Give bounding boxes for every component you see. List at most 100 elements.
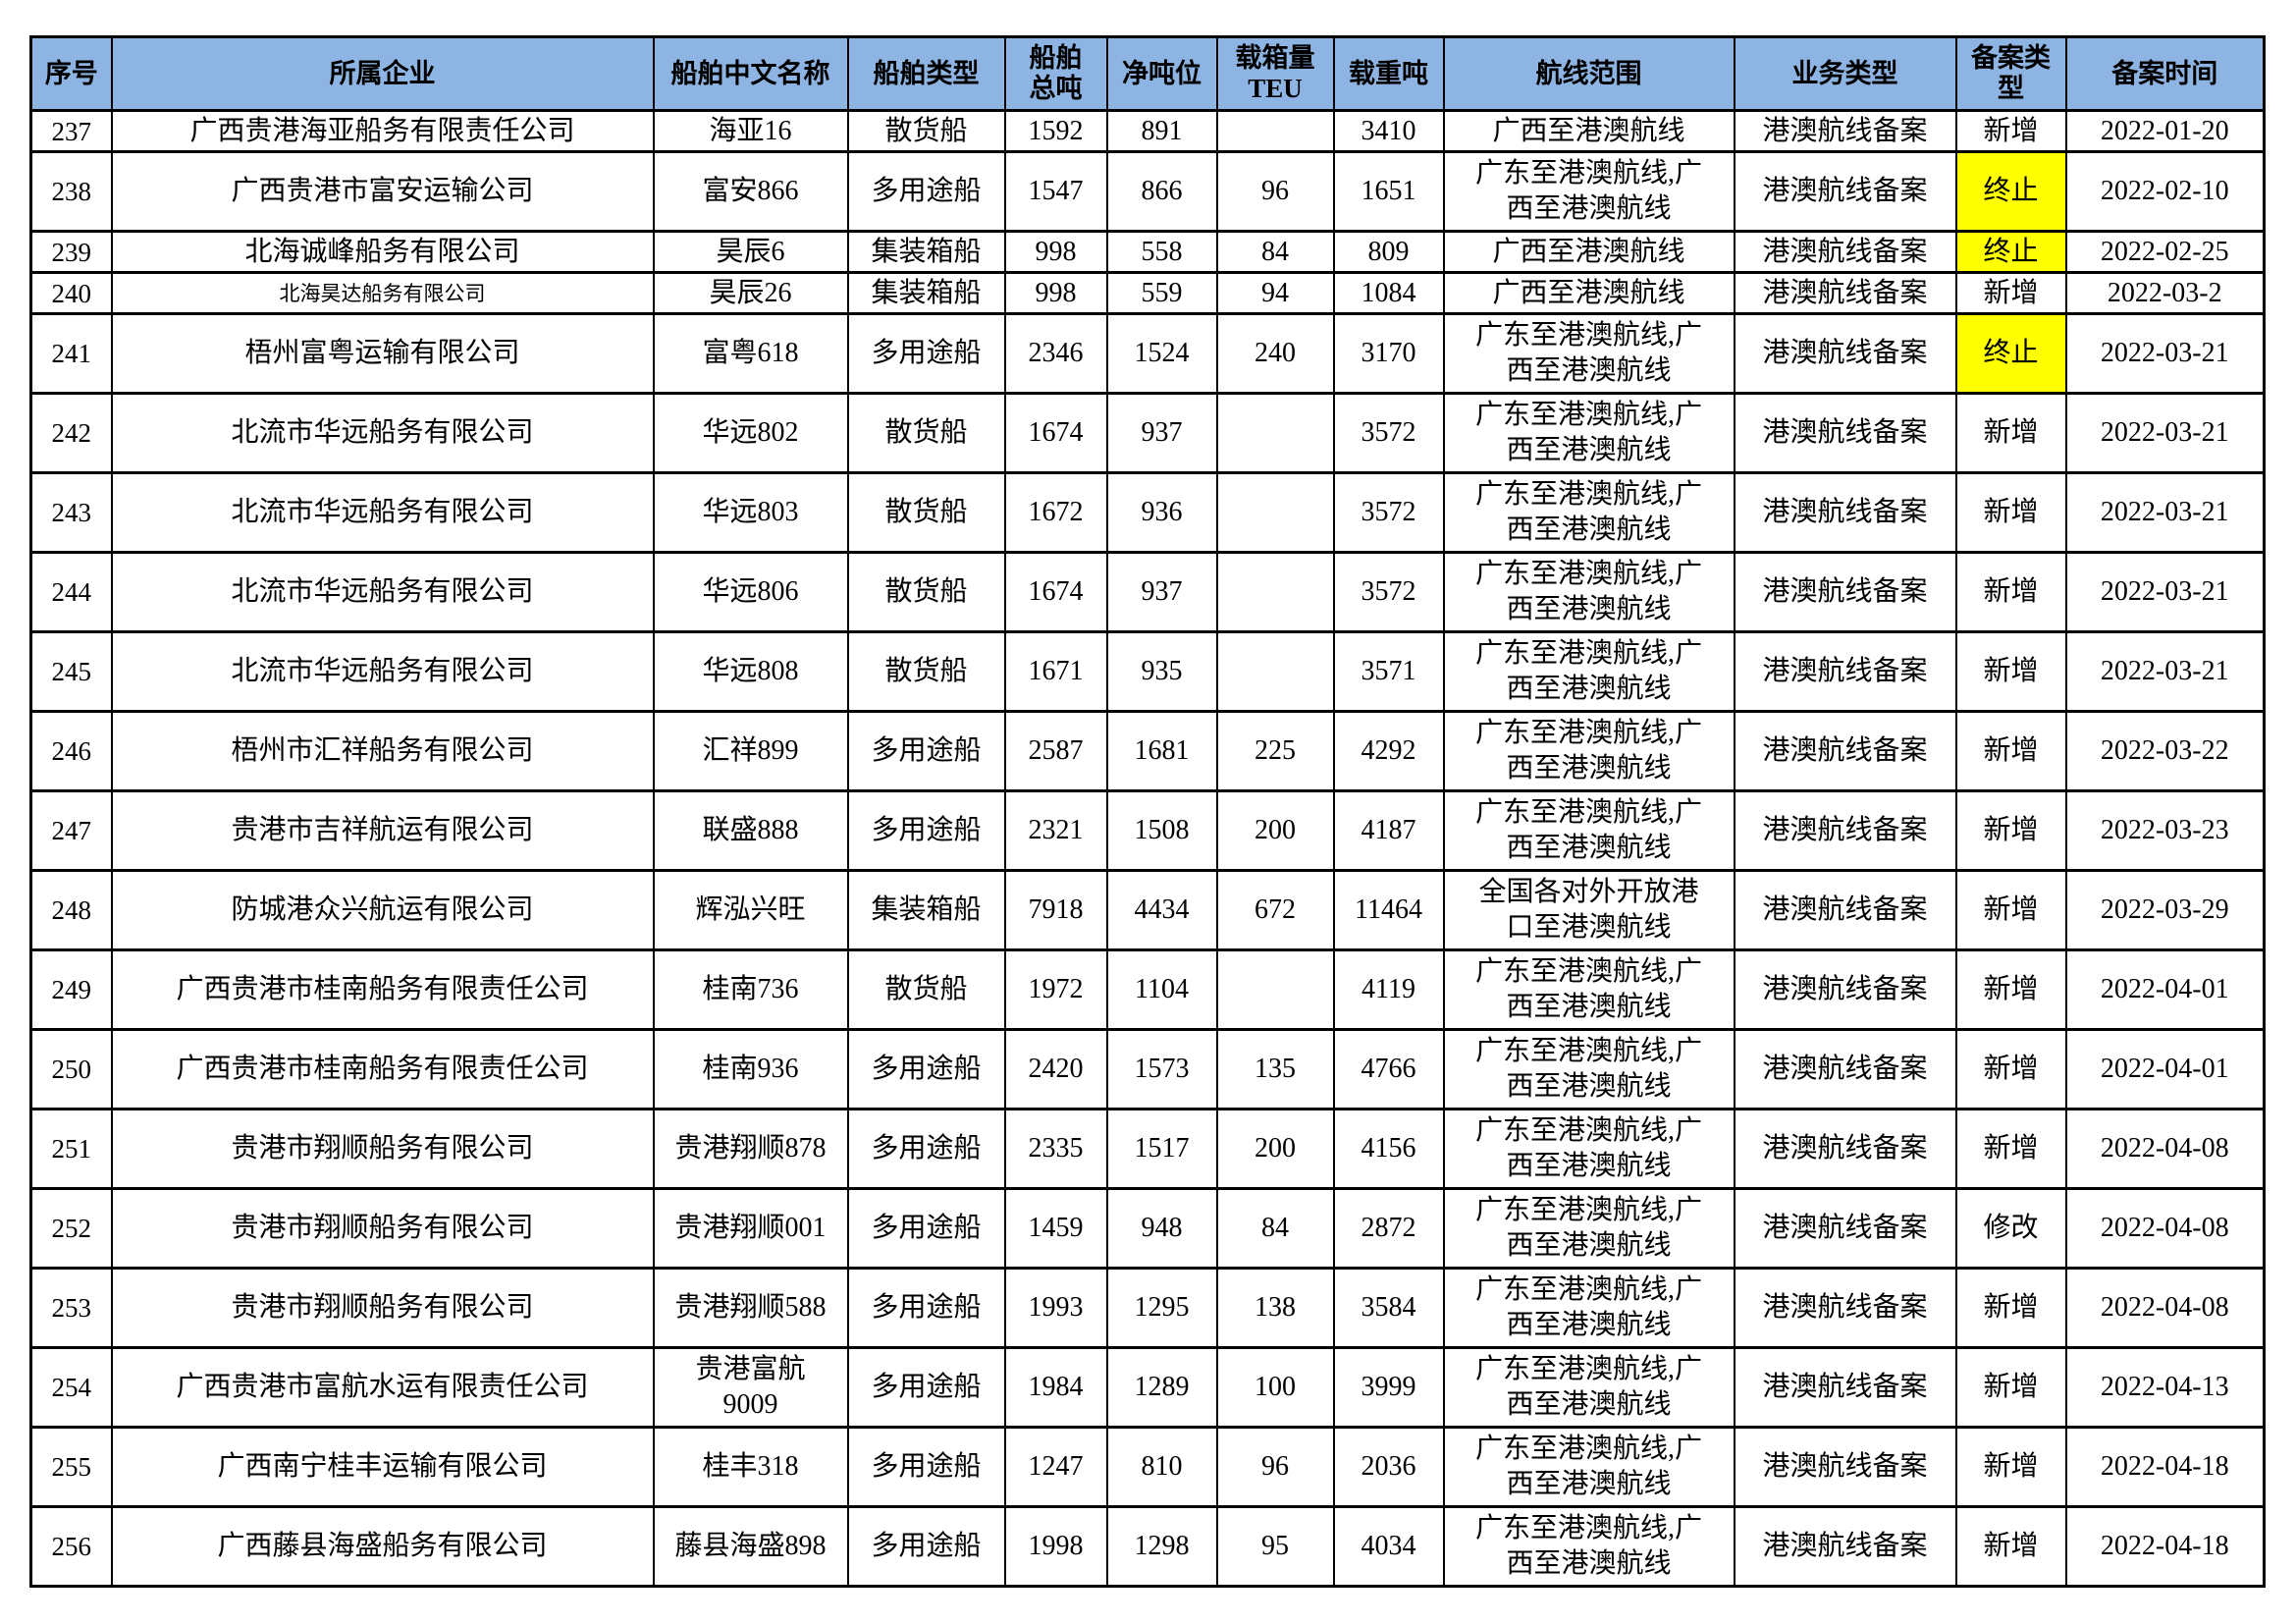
cell-type: 多用途船 bbox=[846, 150, 1006, 233]
cell-date: 2022-03-23 bbox=[2064, 789, 2266, 872]
cell-route: 广东至港澳航线,广 西至港澳航线 bbox=[1442, 150, 1735, 233]
table-row: 237 广西贵港海亚船务有限责任公司 海亚16 散货船 1592 891 3410 广西至港澳… bbox=[29, 109, 2266, 153]
cell-gross: 998 bbox=[1003, 230, 1108, 274]
cell-ship: 辉泓兴旺 bbox=[652, 869, 849, 951]
cell-company: 广西贵港海亚船务有限责任公司 bbox=[110, 109, 655, 153]
cell-ship: 昊辰26 bbox=[652, 271, 849, 315]
cell-company: 贵港市翔顺船务有限公司 bbox=[110, 1108, 655, 1190]
cell-filing: 终止 bbox=[1954, 312, 2067, 395]
cell-ship: 联盛888 bbox=[652, 789, 849, 872]
cell-dwt: 4187 bbox=[1332, 789, 1445, 872]
cell-biz: 港澳航线备案 bbox=[1733, 948, 1957, 1031]
cell-route: 广东至港澳航线,广 西至港澳航线 bbox=[1442, 551, 1735, 633]
cell-route: 广东至港澳航线,广 西至港澳航线 bbox=[1442, 789, 1735, 872]
cell-seq: 241 bbox=[29, 312, 113, 395]
cell-net: 937 bbox=[1105, 551, 1218, 633]
cell-date: 2022-03-21 bbox=[2064, 392, 2266, 474]
cell-seq: 253 bbox=[29, 1267, 113, 1349]
cell-seq: 249 bbox=[29, 948, 113, 1031]
cell-teu bbox=[1215, 630, 1335, 713]
cell-dwt: 3572 bbox=[1332, 392, 1445, 474]
cell-date: 2022-03-21 bbox=[2064, 471, 2266, 554]
cell-teu: 138 bbox=[1215, 1267, 1335, 1349]
cell-seq: 247 bbox=[29, 789, 113, 872]
cell-company: 贵港市翔顺船务有限公司 bbox=[110, 1267, 655, 1349]
cell-date: 2022-03-2 bbox=[2064, 271, 2266, 315]
cell-company: 广西贵港市富航水运有限责任公司 bbox=[110, 1346, 655, 1429]
cell-biz: 港澳航线备案 bbox=[1733, 150, 1957, 233]
cell-date: 2022-04-01 bbox=[2064, 1028, 2266, 1110]
cell-biz: 港澳航线备案 bbox=[1733, 551, 1957, 633]
cell-ship: 桂南736 bbox=[652, 948, 849, 1031]
table-row: 250 广西贵港市桂南船务有限责任公司 桂南936 多用途船 2420 1573 135 47… bbox=[29, 1028, 2266, 1110]
cell-seq: 255 bbox=[29, 1426, 113, 1508]
cell-ship: 富粤618 bbox=[652, 312, 849, 395]
header-cell-company: 所属企业 bbox=[110, 35, 655, 112]
cell-teu: 225 bbox=[1215, 710, 1335, 792]
cell-route: 广东至港澳航线,广 西至港澳航线 bbox=[1442, 710, 1735, 792]
cell-biz: 港澳航线备案 bbox=[1733, 789, 1957, 872]
cell-biz: 港澳航线备案 bbox=[1733, 109, 1957, 153]
table-row: 245 北流市华远船务有限公司 华远808 散货船 1671 935 3571 广东至港澳航线… bbox=[29, 630, 2266, 713]
cell-gross: 1459 bbox=[1003, 1187, 1108, 1270]
cell-net: 1289 bbox=[1105, 1346, 1218, 1429]
cell-net: 935 bbox=[1105, 630, 1218, 713]
cell-gross: 2346 bbox=[1003, 312, 1108, 395]
cell-net: 891 bbox=[1105, 109, 1218, 153]
cell-route: 广东至港澳航线,广 西至港澳航线 bbox=[1442, 392, 1735, 474]
cell-route: 广西至港澳航线 bbox=[1442, 271, 1735, 315]
cell-gross: 1984 bbox=[1003, 1346, 1108, 1429]
cell-date: 2022-03-21 bbox=[2064, 312, 2266, 395]
cell-dwt: 3571 bbox=[1332, 630, 1445, 713]
table-body: 237 广西贵港海亚船务有限责任公司 海亚16 散货船 1592 891 3410 广西至港澳… bbox=[29, 109, 2266, 1588]
cell-teu: 100 bbox=[1215, 1346, 1335, 1429]
cell-biz: 港澳航线备案 bbox=[1733, 1346, 1957, 1429]
cell-ship: 贵港富航 9009 bbox=[652, 1346, 849, 1429]
cell-net: 810 bbox=[1105, 1426, 1218, 1508]
cell-gross: 2420 bbox=[1003, 1028, 1108, 1110]
cell-ship: 汇祥899 bbox=[652, 710, 849, 792]
cell-type: 散货船 bbox=[846, 630, 1006, 713]
cell-biz: 港澳航线备案 bbox=[1733, 230, 1957, 274]
cell-seq: 252 bbox=[29, 1187, 113, 1270]
cell-filing: 新增 bbox=[1954, 471, 2067, 554]
table-row: 251 贵港市翔顺船务有限公司 贵港翔顺878 多用途船 2335 1517 200 4156… bbox=[29, 1108, 2266, 1190]
cell-type: 散货船 bbox=[846, 392, 1006, 474]
cell-company: 贵港市翔顺船务有限公司 bbox=[110, 1187, 655, 1270]
cell-company: 梧州富粤运输有限公司 bbox=[110, 312, 655, 395]
cell-teu: 200 bbox=[1215, 1108, 1335, 1190]
cell-date: 2022-04-01 bbox=[2064, 948, 2266, 1031]
cell-gross: 1247 bbox=[1003, 1426, 1108, 1508]
table-row: 255 广西南宁桂丰运输有限公司 桂丰318 多用途船 1247 810 96 2036 广东至… bbox=[29, 1426, 2266, 1508]
header-cell-filing: 备案类 型 bbox=[1954, 35, 2067, 112]
cell-net: 1508 bbox=[1105, 789, 1218, 872]
cell-dwt: 4292 bbox=[1332, 710, 1445, 792]
cell-route: 广东至港澳航线,广 西至港澳航线 bbox=[1442, 1108, 1735, 1190]
cell-net: 1524 bbox=[1105, 312, 1218, 395]
cell-seq: 244 bbox=[29, 551, 113, 633]
cell-type: 散货船 bbox=[846, 471, 1006, 554]
cell-ship: 桂南936 bbox=[652, 1028, 849, 1110]
table-row: 253 贵港市翔顺船务有限公司 贵港翔顺588 多用途船 1993 1295 138 3584… bbox=[29, 1267, 2266, 1349]
table-header: 序号 所属企业 船舶中文名称 船舶类型 船舶 总吨 净吨位 载箱量 TEU 载重吨 航线范围 业务… bbox=[29, 35, 2266, 112]
header-cell-date: 备案时间 bbox=[2064, 35, 2266, 112]
cell-dwt: 4119 bbox=[1332, 948, 1445, 1031]
cell-seq: 237 bbox=[29, 109, 113, 153]
cell-type: 多用途船 bbox=[846, 789, 1006, 872]
cell-dwt: 3572 bbox=[1332, 471, 1445, 554]
table-row: 244 北流市华远船务有限公司 华远806 散货船 1674 937 3572 广东至港澳航线… bbox=[29, 551, 2266, 633]
cell-route: 广东至港澳航线,广 西至港澳航线 bbox=[1442, 1505, 1735, 1588]
cell-ship: 海亚16 bbox=[652, 109, 849, 153]
header-cell-dwt: 载重吨 bbox=[1332, 35, 1445, 112]
cell-net: 866 bbox=[1105, 150, 1218, 233]
cell-teu: 200 bbox=[1215, 789, 1335, 872]
cell-route: 广东至港澳航线,广 西至港澳航线 bbox=[1442, 630, 1735, 713]
cell-filing: 新增 bbox=[1954, 1028, 2067, 1110]
cell-route: 全国各对外开放港 口至港澳航线 bbox=[1442, 869, 1735, 951]
cell-gross: 1998 bbox=[1003, 1505, 1108, 1588]
cell-biz: 港澳航线备案 bbox=[1733, 271, 1957, 315]
cell-net: 1573 bbox=[1105, 1028, 1218, 1110]
cell-teu: 672 bbox=[1215, 869, 1335, 951]
cell-gross: 998 bbox=[1003, 271, 1108, 315]
cell-date: 2022-04-08 bbox=[2064, 1187, 2266, 1270]
